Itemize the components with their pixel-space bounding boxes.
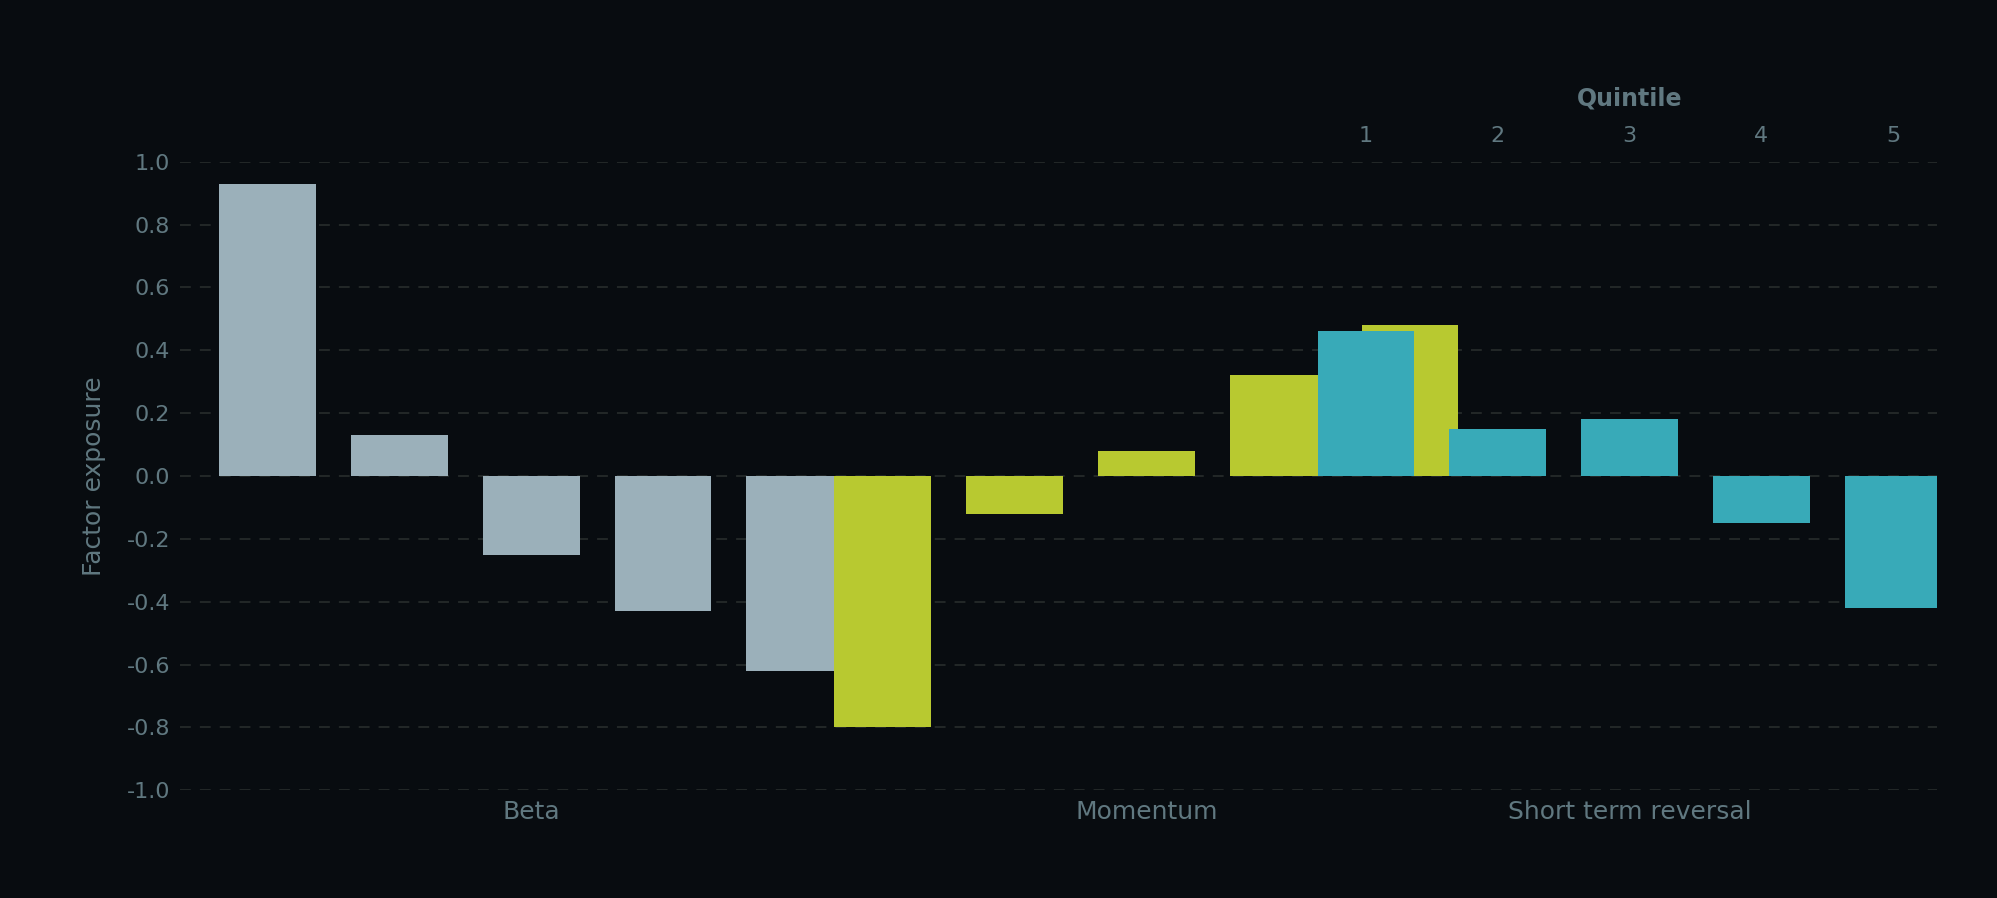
Bar: [1713, 476, 1809, 523]
Text: 4: 4: [1753, 127, 1769, 146]
Text: 2: 2: [1490, 127, 1506, 146]
Text: 1: 1: [1358, 127, 1374, 146]
Bar: [967, 476, 1062, 514]
Bar: [1362, 325, 1458, 476]
Bar: [747, 476, 843, 671]
Y-axis label: Factor exposure: Factor exposure: [82, 376, 106, 576]
Bar: [615, 476, 711, 612]
Text: 3: 3: [1622, 127, 1638, 146]
Bar: [835, 476, 931, 727]
Bar: [1450, 429, 1546, 476]
Text: 5: 5: [1885, 127, 1901, 146]
Bar: [1318, 331, 1414, 476]
Bar: [1098, 451, 1194, 476]
Bar: [220, 184, 316, 476]
Bar: [1845, 476, 1941, 608]
Bar: [483, 476, 579, 555]
Bar: [351, 436, 447, 476]
Bar: [1582, 419, 1677, 476]
Text: Quintile: Quintile: [1578, 87, 1681, 110]
Bar: [1230, 375, 1326, 476]
